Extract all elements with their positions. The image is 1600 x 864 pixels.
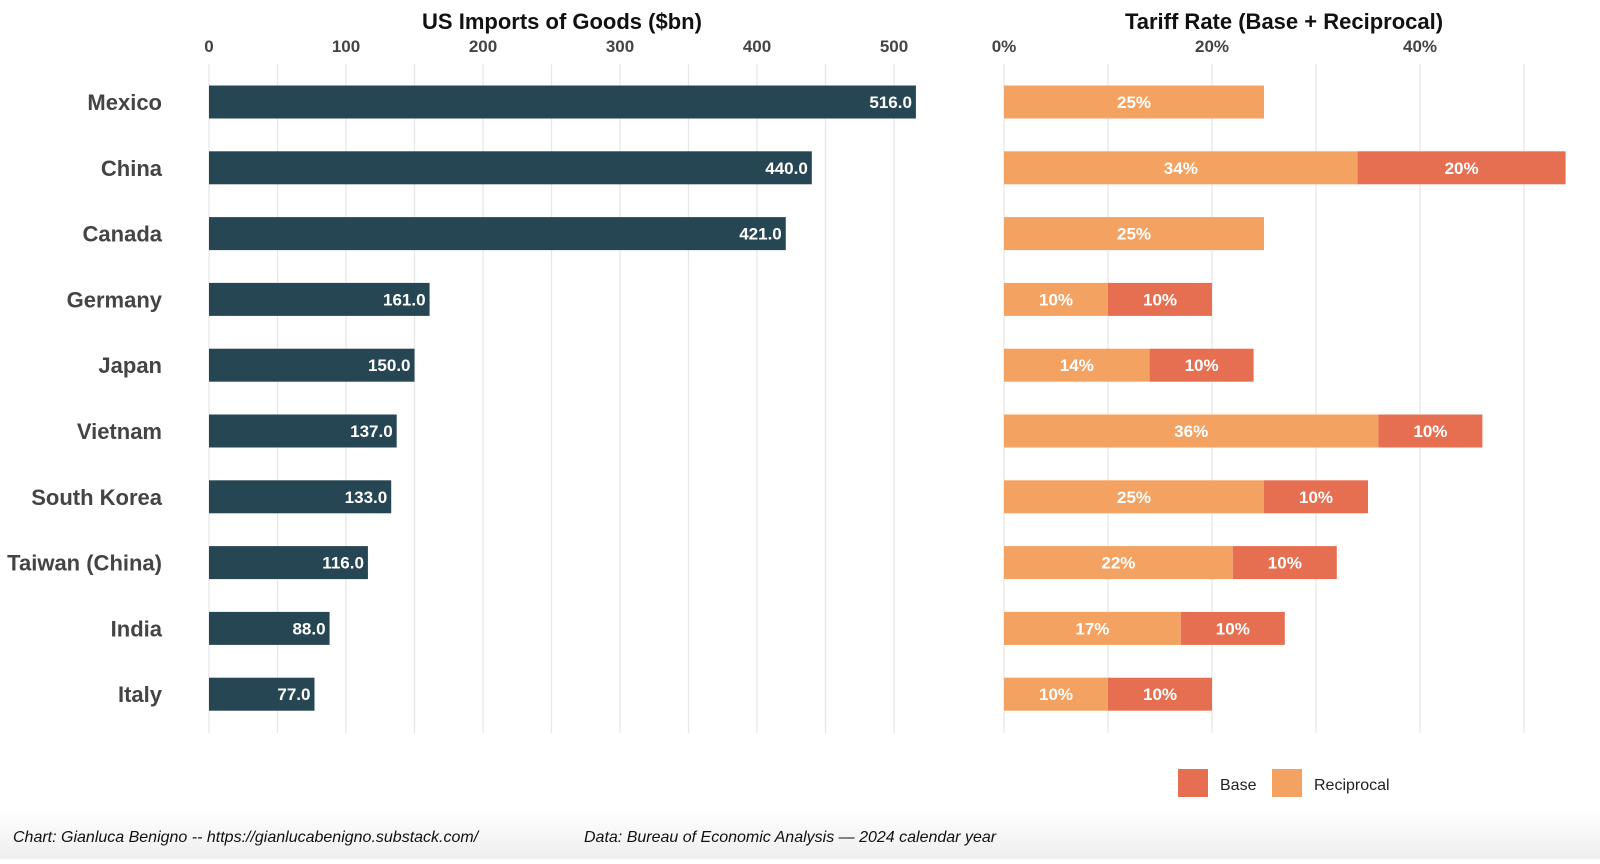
country-label-taiwan-china: Taiwan (China)	[7, 551, 162, 576]
imports-chart-title: US Imports of Goods ($bn)	[422, 9, 702, 34]
country-label-vietnam: Vietnam	[77, 419, 162, 444]
imports-value-label: 150.0	[368, 356, 411, 375]
tariff-bar-reciprocal-vietnam	[1004, 414, 1379, 448]
tariff-value-label: 25%	[1117, 225, 1151, 244]
tariff-bar-reciprocal-japan	[1004, 348, 1150, 382]
tariff-bar-base-japan	[1149, 348, 1254, 382]
legend-swatch-base	[1178, 769, 1208, 797]
imports-value-label: 88.0	[292, 619, 325, 638]
imports-value-label: 440.0	[765, 159, 808, 178]
imports-bar-china	[209, 151, 812, 185]
tariff-bar-base-italy	[1108, 677, 1212, 711]
imports-value-label: 116.0	[322, 554, 364, 573]
country-label-india: India	[111, 616, 163, 641]
tariff-bar-reciprocal-italy	[1004, 677, 1108, 711]
data-source: Data: Bureau of Economic Analysis — 2024…	[584, 829, 997, 846]
imports-axis-ticks: 0 100 200 300 400 500	[204, 37, 908, 56]
tariff-bar-reciprocal-india	[1004, 611, 1181, 645]
imports-tick-label: 300	[606, 37, 634, 56]
imports-value-label: 137.0	[350, 422, 393, 441]
chart-credit: Chart: Gianluca Benigno -- https://gianl…	[13, 829, 479, 846]
imports-bar-taiwan-china	[209, 546, 368, 580]
imports-bar-germany	[209, 282, 430, 316]
tariff-value-label: 10%	[1039, 685, 1073, 704]
tariff-value-label: 34%	[1164, 159, 1198, 178]
country-label-canada: Canada	[83, 222, 163, 247]
tariff-value-label: 25%	[1117, 93, 1151, 112]
tariff-bar-base-vietnam	[1378, 414, 1483, 448]
tariff-value-label: 36%	[1174, 422, 1208, 441]
tariff-value-label: 10%	[1216, 619, 1250, 638]
imports-tick-label: 500	[880, 37, 908, 56]
tariff-bars: 25% 34% 20% 25% 10% 10% 14% 10% 36% 10% 25% 10% 22% 1…	[1004, 85, 1566, 711]
country-label-mexico: Mexico	[87, 90, 162, 115]
tariff-bar-reciprocal-south-korea	[1004, 480, 1264, 514]
country-label-japan: Japan	[98, 353, 162, 378]
country-label-italy: Italy	[118, 682, 163, 707]
country-label-germany: Germany	[67, 287, 163, 312]
country-labels: Mexico China Canada Germany Japan Vietnam Sout…	[7, 90, 163, 707]
tariff-value-label: 20%	[1445, 159, 1479, 178]
tariff-value-label: 22%	[1101, 554, 1135, 573]
imports-bar-south-korea	[209, 480, 392, 514]
legend-label-reciprocal: Reciprocal	[1314, 777, 1390, 794]
legend-swatch-reciprocal	[1272, 769, 1302, 797]
tariff-bar-reciprocal-taiwan-china	[1004, 546, 1233, 580]
tariff-tick-label: 40%	[1403, 37, 1437, 56]
imports-bar-vietnam	[209, 414, 397, 448]
tariff-value-label: 25%	[1117, 488, 1151, 507]
imports-value-label: 77.0	[277, 685, 310, 704]
tariff-value-label: 17%	[1075, 619, 1109, 638]
tariff-bar-base-south-korea	[1264, 480, 1368, 514]
tariff-bar-base-china	[1357, 151, 1566, 185]
tariff-value-label: 10%	[1039, 290, 1073, 309]
tariff-tick-label: 20%	[1195, 37, 1229, 56]
country-label-south-korea: South Korea	[31, 485, 163, 510]
imports-tick-label: 100	[332, 37, 360, 56]
tariff-value-label: 10%	[1185, 356, 1219, 375]
tariff-value-label: 10%	[1268, 554, 1302, 573]
imports-tick-label: 0	[204, 37, 213, 56]
tariff-bar-base-taiwan-china	[1232, 546, 1337, 580]
tariff-bar-reciprocal-canada	[1004, 217, 1264, 251]
tariff-bar-reciprocal-mexico	[1004, 85, 1264, 119]
tariff-value-label: 10%	[1143, 685, 1177, 704]
tariff-value-label: 10%	[1143, 290, 1177, 309]
imports-tick-label: 200	[469, 37, 497, 56]
tariff-value-label: 10%	[1299, 488, 1333, 507]
tariff-bar-reciprocal-china	[1004, 151, 1358, 185]
imports-bar-italy	[209, 677, 315, 711]
tariff-value-label: 14%	[1060, 356, 1094, 375]
tariff-chart-title: Tariff Rate (Base + Reciprocal)	[1125, 9, 1443, 34]
tariff-legend: Base Reciprocal	[1178, 769, 1390, 797]
imports-bar-india	[209, 611, 330, 645]
imports-bar-canada	[209, 217, 786, 251]
imports-value-label: 516.0	[869, 93, 912, 112]
imports-value-label: 161.0	[383, 290, 426, 309]
tariff-tick-label: 0%	[992, 37, 1017, 56]
tariff-bar-reciprocal-germany	[1004, 282, 1108, 316]
footer-shade	[0, 809, 1600, 859]
imports-value-label: 133.0	[345, 488, 388, 507]
imports-bar-mexico	[209, 85, 916, 119]
tariff-axis-ticks: 0% 20% 40%	[992, 37, 1437, 56]
tariff-bar-base-germany	[1108, 282, 1212, 316]
imports-tick-label: 400	[743, 37, 771, 56]
tariff-value-label: 10%	[1413, 422, 1447, 441]
imports-bar-japan	[209, 348, 415, 382]
country-label-china: China	[101, 156, 163, 181]
imports-value-label: 421.0	[739, 225, 782, 244]
tariff-bar-base-india	[1180, 611, 1285, 645]
imports-bars: 516.0 440.0 421.0 161.0 150.0 137.0 133.0 116.0…	[209, 85, 916, 711]
legend-label-base: Base	[1220, 777, 1257, 794]
